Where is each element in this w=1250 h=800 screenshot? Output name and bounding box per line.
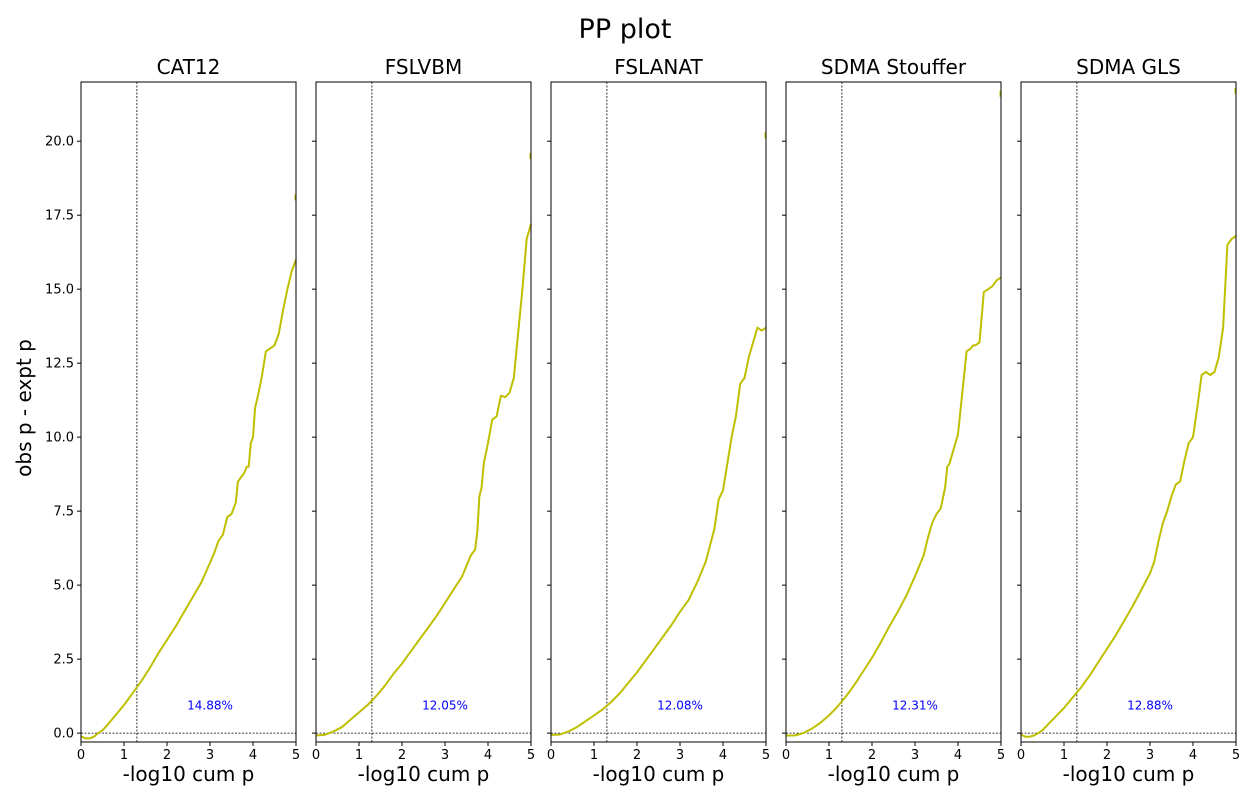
- x-tick-label: 4: [719, 748, 727, 763]
- x-tick-label: 4: [954, 748, 962, 763]
- x-tick-label: 1: [120, 748, 128, 763]
- x-tick-label: 0: [1017, 748, 1025, 763]
- percent-annotation: 12.05%: [422, 698, 468, 712]
- percent-annotation: 12.88%: [1127, 698, 1173, 712]
- subplot-title: FSLVBM: [385, 55, 462, 79]
- x-tick-label: 1: [1060, 748, 1068, 763]
- x-tick-label: 3: [206, 748, 214, 763]
- subplot-3: FSLANAT 0 1 2 3 4 5 12.08% -log10 cum p: [547, 55, 770, 786]
- x-tick-label: 5: [527, 748, 535, 763]
- subplot-frame: [785, 81, 1002, 743]
- subplot-panels: CAT12 0 1 2 3 4 5 0.0 2.5 5.0 7.5 10.0 12.5 15.0 17.5 2…: [45, 55, 1240, 786]
- y-tick-label: 5.0: [53, 579, 74, 594]
- x-tick-label: 3: [911, 748, 919, 763]
- y-tick-label: 0.0: [53, 727, 74, 742]
- x-tick-label: 2: [163, 748, 171, 763]
- percent-annotation: 12.08%: [657, 698, 703, 712]
- x-tick-label: 2: [633, 748, 641, 763]
- x-tick-label: 1: [355, 748, 363, 763]
- pp-curve-line: [80, 259, 297, 740]
- x-axis-label: -log10 cum p: [593, 762, 725, 786]
- subplot-2: FSLVBM 0 1 2 3 4 5 12.05% -log10 cum p: [312, 55, 535, 786]
- y-axis-label: obs p - expt p: [12, 339, 36, 477]
- x-axis-label: -log10 cum p: [1063, 762, 1195, 786]
- x-axis-label: -log10 cum p: [828, 762, 960, 786]
- x-tick-label: 2: [868, 748, 876, 763]
- x-tick-label: 0: [312, 748, 320, 763]
- x-axis-label: -log10 cum p: [123, 762, 255, 786]
- x-tick-label: 3: [441, 748, 449, 763]
- subplot-title: SDMA Stouffer: [821, 55, 967, 79]
- subplot-title: SDMA GLS: [1076, 55, 1181, 79]
- x-tick-label: 0: [547, 748, 555, 763]
- subplot-frame: [80, 81, 297, 743]
- x-tick-label: 0: [77, 748, 85, 763]
- x-tick-label: 4: [1189, 748, 1197, 763]
- y-tick-label: 2.5: [53, 653, 74, 668]
- pp-curve-line: [786, 276, 1002, 737]
- subplot-title: CAT12: [157, 55, 221, 79]
- subplot-title: FSLANAT: [614, 55, 703, 79]
- y-tick-label: 7.5: [53, 505, 74, 520]
- x-tick-label: 5: [762, 748, 770, 763]
- x-tick-label: 3: [676, 748, 684, 763]
- pp-curve-line: [1020, 235, 1237, 738]
- x-tick-label: 5: [292, 748, 300, 763]
- pp-curve-line: [315, 223, 532, 737]
- x-tick-label: 4: [484, 748, 492, 763]
- subplot-frame: [550, 81, 767, 743]
- x-tick-label: 1: [590, 748, 598, 763]
- y-tick-label: 12.5: [45, 357, 74, 372]
- x-tick-label: 1: [825, 748, 833, 763]
- subplot-frame: [1020, 81, 1237, 743]
- subplot-4: SDMA Stouffer 0 1 2 3 4 5 12.31% -log10 cum p: [782, 55, 1005, 786]
- percent-annotation: 14.88%: [187, 698, 233, 712]
- y-tick-label: 10.0: [45, 431, 74, 446]
- percent-annotation: 12.31%: [892, 698, 938, 712]
- subplot-1: CAT12 0 1 2 3 4 5 0.0 2.5 5.0 7.5 10.0 12.5 15.0 17.5 2…: [45, 55, 300, 786]
- x-tick-label: 2: [398, 748, 406, 763]
- x-tick-label: 4: [249, 748, 257, 763]
- y-tick-label: 20.0: [45, 135, 74, 150]
- pp-curve-line: [550, 326, 767, 736]
- y-tick-label: 15.0: [45, 283, 74, 298]
- x-axis-label: -log10 cum p: [358, 762, 490, 786]
- x-tick-label: 5: [997, 748, 1005, 763]
- x-tick-label: 3: [1146, 748, 1154, 763]
- y-tick-label: 17.5: [45, 209, 74, 224]
- x-tick-label: 2: [1103, 748, 1111, 763]
- figure-title: PP plot: [579, 14, 672, 45]
- subplot-frame: [315, 81, 532, 743]
- x-tick-label: 5: [1232, 748, 1240, 763]
- x-tick-label: 0: [782, 748, 790, 763]
- subplot-5: SDMA GLS 0 1 2 3 4 5 12.88% -log10 cum p: [1017, 55, 1240, 786]
